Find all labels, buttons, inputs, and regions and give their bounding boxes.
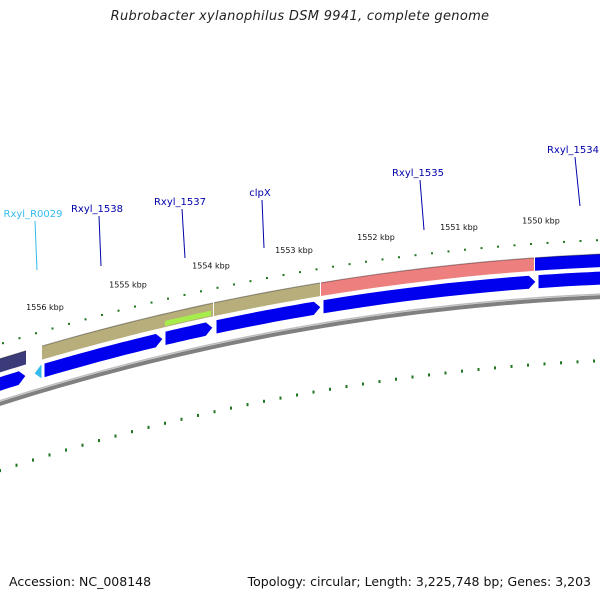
- tick-label-0: 1556 kbp: [26, 303, 64, 312]
- backbone: [0, 293, 600, 406]
- leader-line-2: [181, 208, 186, 259]
- tick-labels: 1556 kbp 1555 kbp 1554 kbp 1553 kbp 1552 kbp…: [26, 216, 560, 312]
- tick-label-3: 1553 kbp: [275, 246, 313, 255]
- leader-line-4: [419, 179, 425, 231]
- gene-label-4[interactable]: Rxyl_1535: [392, 168, 444, 179]
- gene-box-5: [535, 254, 600, 271]
- gene-label-0[interactable]: Rxyl_R0029: [4, 209, 63, 220]
- cds-arrow-2: [43, 332, 164, 379]
- gene-label-3[interactable]: clpX: [249, 188, 271, 199]
- cds-arrow-0: [0, 370, 27, 392]
- leader-line-5: [574, 156, 581, 207]
- cds-arrow-3: [164, 321, 214, 347]
- backbone-shadow: [0, 293, 600, 402]
- map-title: Rubrobacter xylanophilus DSM 9941, compl…: [110, 9, 490, 24]
- backbone-ring: [0, 295, 600, 406]
- leader-line-0: [34, 220, 38, 271]
- leader-line-3: [261, 199, 265, 249]
- outer-tick-track: [2, 239, 598, 345]
- gene-label-2[interactable]: Rxyl_1537: [154, 197, 206, 208]
- gene-label-1[interactable]: Rxyl_1538: [71, 204, 123, 215]
- tick-label-6: 1550 kbp: [522, 216, 560, 225]
- gene-box-green: [165, 310, 211, 327]
- tick-label-2: 1554 kbp: [192, 262, 230, 271]
- accession-text: Accession: NC_008148: [9, 574, 152, 589]
- gene-box-4: [321, 257, 534, 296]
- tick-label-4: 1552 kbp: [357, 233, 395, 242]
- inner-tick-track: [0, 359, 595, 473]
- cds-arrow-6: [537, 270, 600, 290]
- gene-labels: Rxyl_R0029 Rxyl_1538 Rxyl_1537 clpX Rxyl_153…: [4, 145, 599, 271]
- leader-line-1: [98, 215, 102, 267]
- gene-label-5[interactable]: Rxyl_1534: [547, 145, 599, 156]
- cds-arrow-1: [33, 363, 43, 380]
- tick-label-5: 1551 kbp: [440, 223, 478, 232]
- tick-label-1: 1555 kbp: [109, 281, 147, 290]
- gene-box-1: [42, 314, 163, 360]
- feature-track: [0, 253, 600, 373]
- cds-arrow-4: [215, 300, 322, 335]
- cds-arrow-5: [322, 274, 537, 315]
- topology-text: Topology: circular; Length: 3,225,748 bp…: [247, 574, 591, 589]
- cds-track: [0, 270, 600, 392]
- gene-box-0: [0, 350, 26, 373]
- gene-box-3: [214, 283, 320, 317]
